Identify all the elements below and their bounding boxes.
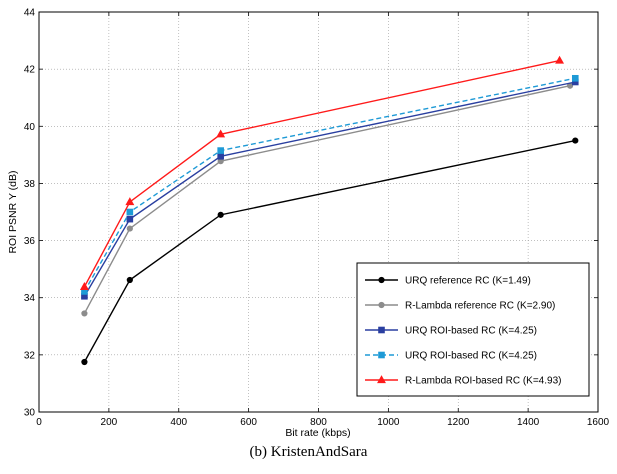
legend-label: R-Lambda ROI-based RC (K=4.93) (405, 376, 561, 387)
data-series (79, 55, 579, 366)
data-point (79, 282, 89, 290)
data-point (377, 375, 386, 384)
y-tick-label: 40 (24, 122, 36, 133)
legend-label: URQ reference RC (K=1.49) (405, 276, 531, 287)
legend-item-2: R-Lambda reference RC (K=2.90) (365, 301, 555, 312)
legend-item-5: R-Lambda ROI-based RC (K=4.93) (365, 375, 561, 387)
data-point (126, 208, 134, 216)
data-point (217, 152, 224, 160)
x-tick-label: 0 (36, 417, 42, 428)
grid-lines (39, 12, 598, 412)
legend: URQ reference RC (K=1.49) R-Lambda refere… (356, 262, 590, 397)
y-axis-title: ROI PSNR Y (dB) (7, 170, 19, 253)
series-line (83, 77, 576, 292)
legend-label: URQ ROI-based RC (K=4.25) (405, 351, 537, 362)
data-point (125, 197, 135, 206)
data-point (126, 276, 133, 284)
data-point (571, 74, 579, 82)
data-point (126, 225, 133, 232)
x-tick-label: 400 (170, 417, 187, 428)
data-point (81, 310, 88, 317)
x-tick-label: 200 (101, 417, 118, 428)
data-point (378, 276, 385, 284)
series-line (83, 81, 576, 297)
figure-caption: (b) KristenAndSara (249, 444, 368, 460)
x-axis-title: Bit rate (kbps) (285, 427, 350, 439)
legend-item-4: URQ ROI-based RC (K=4.25) (365, 351, 537, 362)
x-tick-label: 1200 (447, 417, 470, 428)
y-tick-label: 44 (24, 8, 36, 19)
legend-label: URQ ROI-based RC (K=4.25) (405, 326, 537, 337)
series-2 (81, 82, 574, 317)
y-tick-label: 42 (24, 65, 36, 76)
data-point (378, 326, 385, 334)
data-point (81, 358, 88, 366)
series-line (83, 85, 571, 314)
y-tick-label: 36 (24, 236, 36, 247)
series-line (83, 59, 560, 288)
y-tick-label: 32 (24, 350, 36, 361)
y-tick-label: 30 (24, 408, 36, 419)
x-tick-label: 600 (240, 417, 257, 428)
x-tick-label: 800 (310, 417, 327, 428)
y-tick-label: 38 (24, 179, 36, 190)
legend-label: R-Lambda reference RC (K=2.90) (405, 301, 555, 312)
data-point (378, 301, 385, 309)
data-point (572, 137, 579, 144)
series-3 (81, 78, 579, 300)
x-tick-label: 1400 (517, 417, 540, 428)
series-5 (79, 55, 565, 290)
x-tick-label: 1000 (377, 417, 400, 428)
data-point (555, 55, 565, 64)
legend-item-3: URQ ROI-based RC (K=4.25) (365, 326, 537, 337)
data-point (126, 215, 134, 223)
y-tick-label: 34 (24, 293, 36, 304)
data-point (216, 129, 226, 138)
legend-item-1: URQ reference RC (K=1.49) (365, 276, 531, 287)
data-point (217, 211, 224, 218)
x-tick-label: 1600 (587, 417, 610, 428)
axis-ticks: 0 200 400 600 800 1000 1200 1400 1600 30 32 34 36 38 4… (24, 8, 610, 429)
series-line (83, 139, 576, 363)
data-point (217, 147, 224, 154)
series-1 (81, 137, 579, 366)
data-point (378, 351, 385, 359)
